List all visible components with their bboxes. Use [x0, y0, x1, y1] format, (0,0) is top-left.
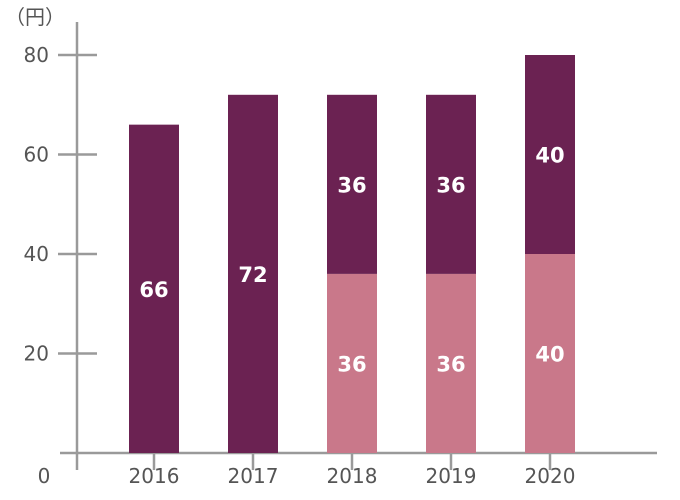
y-unit-label: （円） — [5, 5, 65, 29]
x-tick-label-2020: 2020 — [525, 464, 576, 488]
x-tick-label-2016: 2016 — [129, 464, 180, 488]
bars — [129, 55, 575, 454]
data-label-2020-series-1: 40 — [535, 144, 564, 168]
y-tick-label-80: 80 — [24, 43, 49, 67]
x-tick-label-2017: 2017 — [228, 464, 279, 488]
data-label-2016-series-1: 66 — [139, 278, 168, 302]
bar-2018-series-1 — [327, 94, 377, 274]
bar-2019-series-0 — [426, 273, 476, 453]
data-label-2018-series-1: 36 — [337, 173, 366, 197]
y-tick-label-20: 20 — [24, 342, 49, 366]
bar-2019-series-1 — [426, 94, 476, 274]
data-label-2019-series-1: 36 — [436, 173, 465, 197]
data-label-2020-series-0: 40 — [535, 343, 564, 367]
data-label-2018-series-0: 36 — [337, 352, 366, 376]
bar-2020-series-1 — [525, 55, 575, 254]
bar-2016-series-1 — [129, 124, 179, 454]
bar-2018-series-0 — [327, 273, 377, 453]
bar-2017-series-1 — [228, 94, 278, 454]
x-tick-label-2019: 2019 — [426, 464, 477, 488]
bar-2020-series-0 — [525, 254, 575, 453]
y-tick-label-0: 0 — [38, 464, 51, 488]
x-tick-label-2018: 2018 — [327, 464, 378, 488]
y-tick-label-40: 40 — [24, 242, 49, 266]
axes: 0 20 40 60 80 2016 2017 2018 2019 2020 — [24, 22, 657, 488]
data-label-2017-series-1: 72 — [238, 263, 267, 287]
y-tick-label-60: 60 — [24, 143, 49, 167]
data-labels: 66 72 36 36 36 36 40 40 — [139, 144, 564, 377]
data-label-2019-series-0: 36 — [436, 352, 465, 376]
